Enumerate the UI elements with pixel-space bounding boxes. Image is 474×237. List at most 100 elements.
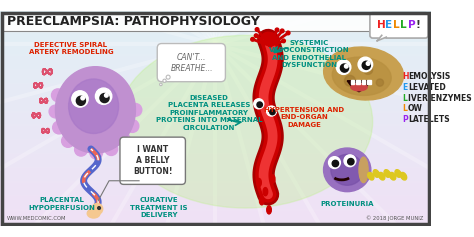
Text: CURATIVE
TREATMENT IS
DELIVERY: CURATIVE TREATMENT IS DELIVERY	[130, 197, 188, 218]
Bar	[0, 212, 431, 213]
Circle shape	[358, 57, 373, 72]
Bar	[0, 91, 431, 92]
Bar	[0, 93, 431, 94]
Bar	[0, 89, 431, 90]
Bar	[0, 59, 431, 60]
Circle shape	[98, 207, 100, 209]
Bar	[0, 77, 431, 78]
Bar	[0, 123, 431, 124]
Circle shape	[280, 29, 284, 33]
Bar	[0, 133, 431, 134]
Bar	[0, 194, 431, 195]
Bar	[0, 135, 431, 136]
Bar	[0, 102, 431, 103]
Circle shape	[345, 64, 348, 68]
Text: !: !	[416, 20, 421, 30]
Bar	[0, 55, 431, 56]
Bar	[0, 40, 431, 41]
Bar	[0, 114, 431, 115]
Bar	[0, 150, 431, 151]
Bar	[0, 190, 431, 191]
Bar	[0, 60, 431, 61]
Bar	[0, 112, 431, 113]
Text: © 2018 JORGE MUNIZ: © 2018 JORGE MUNIZ	[366, 215, 424, 221]
Text: P: P	[402, 115, 409, 124]
Bar	[0, 173, 431, 174]
Text: IVER ENZYMES: IVER ENZYMES	[408, 94, 472, 103]
Bar	[0, 113, 431, 114]
Circle shape	[105, 143, 118, 155]
Bar	[0, 15, 431, 16]
Circle shape	[72, 91, 88, 107]
Bar	[0, 160, 431, 161]
Bar	[0, 221, 431, 222]
Bar	[0, 22, 431, 23]
Bar	[0, 30, 431, 31]
Bar	[367, 80, 371, 84]
Bar	[0, 122, 431, 123]
Bar	[0, 134, 431, 135]
Bar	[0, 220, 431, 221]
Bar	[0, 107, 431, 108]
Bar	[0, 56, 431, 57]
Bar	[0, 218, 431, 219]
Bar	[0, 81, 431, 82]
Bar	[0, 31, 431, 32]
Bar	[0, 158, 431, 159]
Bar	[0, 200, 431, 201]
Bar	[0, 202, 431, 203]
Bar	[0, 210, 431, 211]
Bar	[0, 90, 431, 91]
Bar	[0, 119, 431, 120]
Bar	[0, 128, 431, 129]
Bar	[0, 152, 431, 153]
Bar	[0, 136, 431, 137]
FancyBboxPatch shape	[120, 137, 185, 184]
Bar	[0, 213, 431, 214]
Bar	[0, 120, 431, 121]
FancyBboxPatch shape	[370, 13, 428, 38]
Ellipse shape	[359, 157, 368, 182]
Bar	[0, 65, 431, 66]
Bar	[0, 121, 431, 122]
Bar	[0, 191, 431, 192]
Bar	[0, 87, 431, 88]
Bar	[0, 161, 431, 162]
Bar	[0, 76, 431, 77]
Bar	[0, 11, 431, 12]
Bar	[0, 223, 431, 224]
Bar	[0, 82, 431, 83]
Bar	[0, 86, 431, 87]
Bar	[0, 64, 431, 65]
Bar	[0, 208, 431, 209]
Text: WWW.MEDCOMIC.COM: WWW.MEDCOMIC.COM	[7, 216, 67, 221]
Bar	[0, 57, 431, 58]
Bar	[0, 34, 431, 35]
Circle shape	[336, 60, 351, 74]
Bar	[0, 26, 431, 27]
Bar	[0, 48, 431, 49]
Bar	[0, 115, 431, 116]
Circle shape	[255, 28, 259, 31]
Ellipse shape	[324, 47, 403, 100]
Bar	[0, 125, 431, 126]
Bar	[0, 159, 431, 160]
Circle shape	[163, 79, 166, 82]
Bar	[0, 151, 431, 152]
Bar	[0, 132, 431, 133]
Text: E: E	[402, 83, 408, 92]
Circle shape	[257, 102, 263, 107]
Bar	[0, 99, 431, 100]
Text: HYPERTENSION AND
END-ORGAN
DAMAGE: HYPERTENSION AND END-ORGAN DAMAGE	[264, 107, 345, 128]
Bar	[0, 184, 431, 185]
Bar	[0, 79, 431, 80]
Bar	[0, 176, 431, 177]
Text: DISEASED
PLACENTA RELEASES
PROINFLAMMATORY
PROTEINS INTO MATERNAL
CIRCULATION: DISEASED PLACENTA RELEASES PROINFLAMMATO…	[156, 95, 262, 131]
Bar	[0, 167, 431, 168]
Bar	[0, 148, 431, 149]
Bar	[0, 105, 431, 106]
Bar	[0, 13, 431, 14]
Text: LEVATED: LEVATED	[408, 83, 446, 92]
Text: DEFECTIVE SPIRAL
ARTERY REMODELING: DEFECTIVE SPIRAL ARTERY REMODELING	[28, 42, 113, 55]
Bar	[0, 181, 431, 182]
